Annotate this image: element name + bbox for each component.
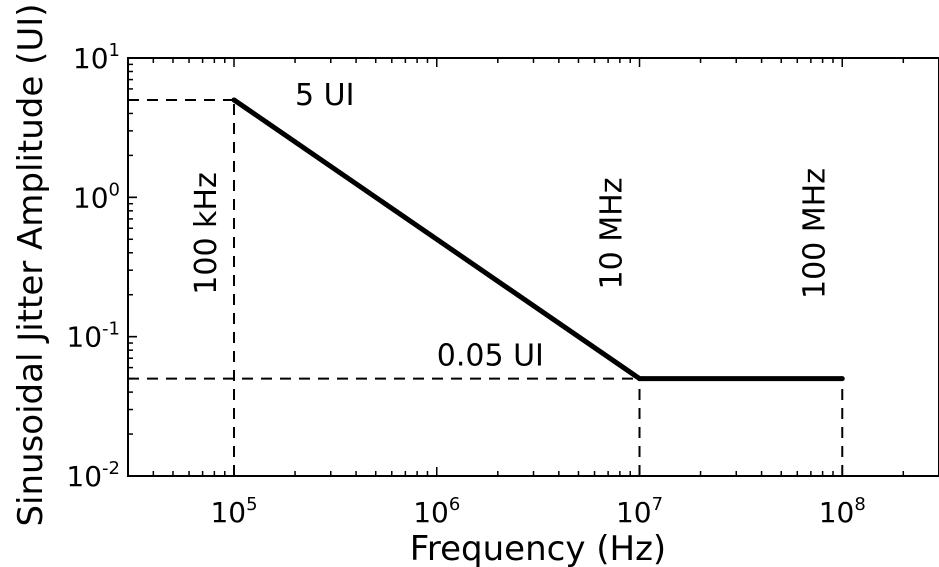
data-point	[231, 97, 237, 103]
data-point	[839, 376, 845, 382]
y-axis-label: Sinusoidal Jitter Amplitude (UI)	[11, 3, 51, 526]
annotation-label: 100 kHz	[189, 172, 224, 294]
series-line-0	[232, 97, 843, 382]
data-point	[637, 376, 643, 382]
x-tick-label: 106	[413, 494, 460, 529]
series-layer	[231, 97, 845, 382]
annotations: 5 UI 0.05 UI 100 kHz 10 MHz 100 MHz	[189, 78, 832, 374]
y-tick-label: 100	[73, 179, 120, 214]
y-tick-label: 10-1	[66, 319, 120, 354]
x-tick-label: 105	[210, 494, 257, 529]
x-tick-label: 107	[616, 494, 663, 529]
x-axis-ticks: 105 106 107 108	[127, 58, 939, 529]
annotation-label: 0.05 UI	[437, 339, 544, 374]
x-tick-label: 108	[819, 494, 866, 529]
y-tick-label: 101	[73, 40, 120, 75]
y-axis-ticks: 101 100 10-1 10-2	[66, 40, 137, 493]
reference-lines	[128, 98, 844, 476]
annotation-label: 100 MHz	[797, 168, 832, 299]
y-tick-label: 10-2	[66, 458, 120, 493]
annotation-label: 5 UI	[295, 78, 354, 113]
x-axis-label: Frequency (Hz)	[410, 529, 666, 567]
annotation-label: 10 MHz	[595, 178, 630, 290]
